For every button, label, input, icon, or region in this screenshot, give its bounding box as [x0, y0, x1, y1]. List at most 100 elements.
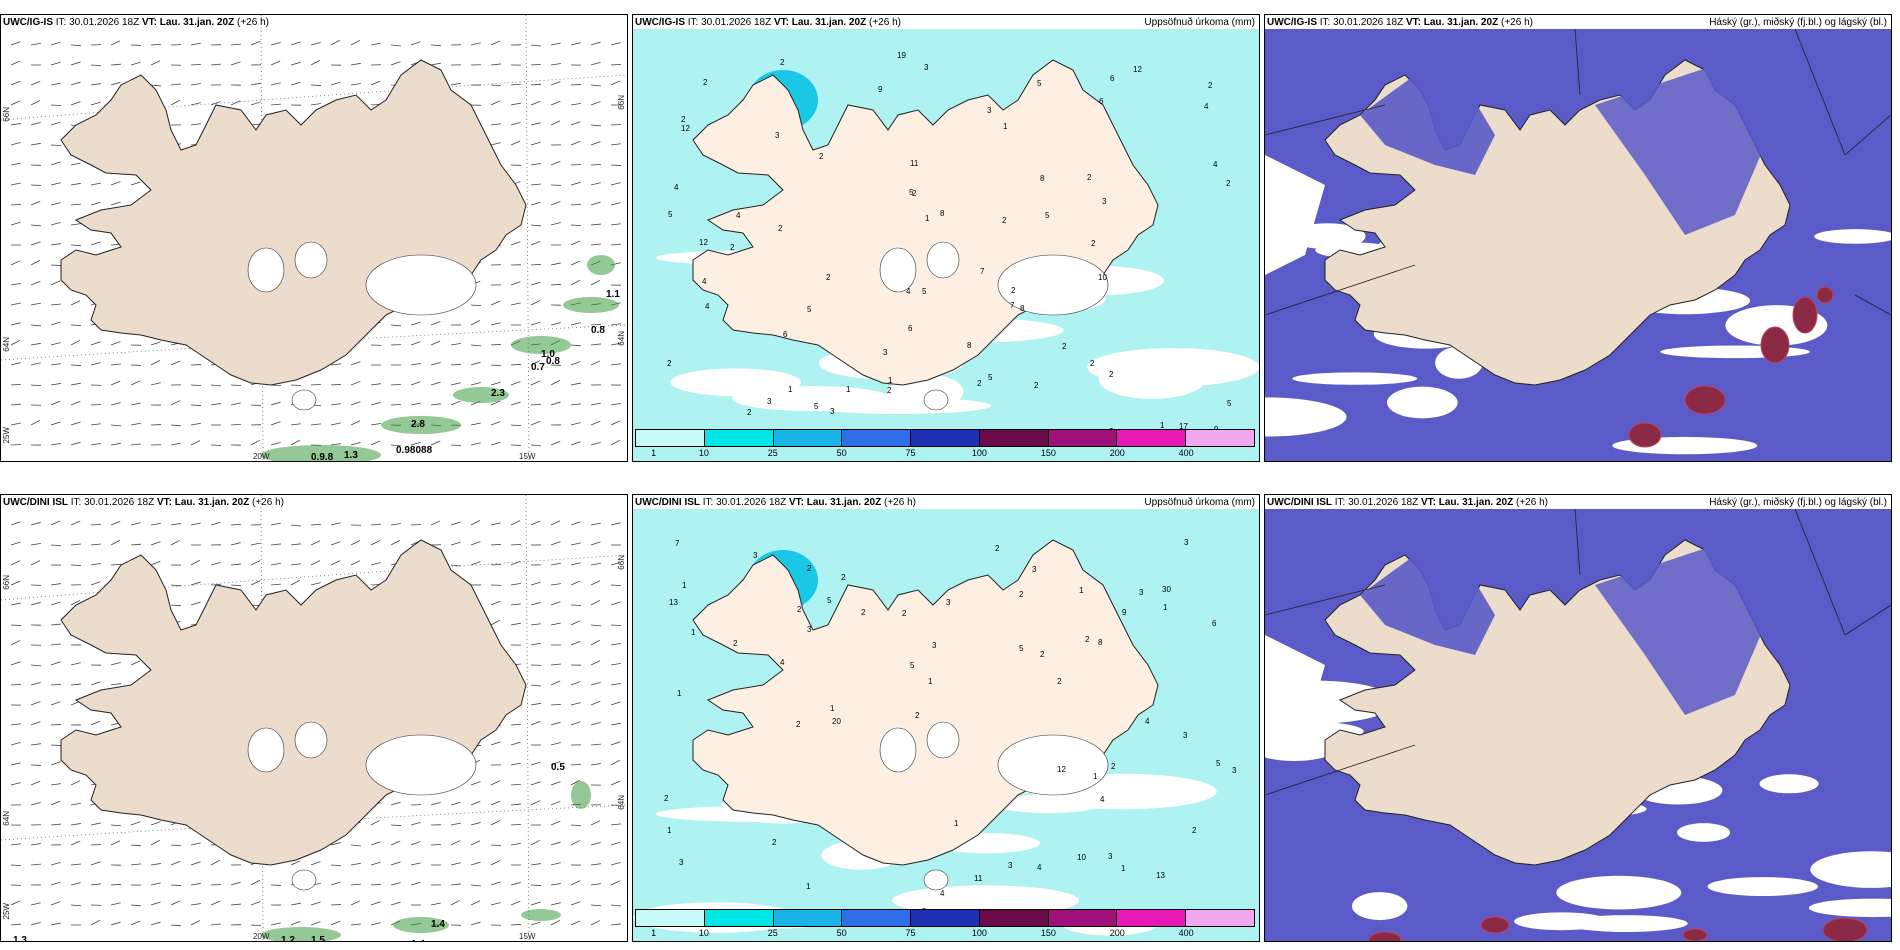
wind-barb [10, 541, 21, 546]
wind-barb [610, 522, 621, 526]
wind-barb [10, 864, 22, 867]
wind-barb [550, 781, 561, 786]
precip-value: 5 [909, 188, 914, 197]
wind-barb [270, 82, 281, 86]
clear-sky-area [1292, 372, 1418, 385]
wind-barb [610, 64, 622, 66]
wind-barb [490, 100, 501, 106]
precip-value: 2 [912, 189, 917, 198]
wind-barb [330, 920, 341, 926]
wind-barb [530, 839, 541, 846]
wind-barb [470, 884, 481, 887]
wind-barb [490, 600, 501, 606]
clear-sky-area [1759, 774, 1819, 794]
colorbar-swatch [979, 430, 1049, 446]
cloud-over-land [1595, 545, 1765, 715]
wind-barb [510, 302, 521, 306]
wind-barb [270, 583, 281, 586]
wind-barb [230, 903, 241, 906]
wind-barb [50, 661, 61, 666]
wind-barb [390, 861, 401, 866]
wind-barb [30, 281, 41, 286]
high-cloud-cell [1480, 916, 1510, 934]
wind-barb [410, 821, 421, 826]
wind-barb [450, 541, 461, 546]
wind-barb [510, 560, 521, 566]
wind-barb [550, 63, 561, 66]
wind-barb [70, 324, 82, 326]
wind-barb [230, 100, 241, 106]
wind-barb [350, 381, 361, 386]
glacier-hofsjokull [247, 727, 285, 773]
wind-barb [170, 83, 181, 86]
precip-value: 4 [1145, 717, 1150, 726]
wind-contour-bands [261, 255, 619, 461]
wind-barb [150, 84, 161, 87]
wind-barb [50, 421, 61, 426]
precip-value: 7 [675, 539, 680, 548]
wind-barb [170, 860, 181, 866]
wind-barb [570, 280, 581, 286]
wind-barb [130, 422, 141, 426]
wind-barb [330, 541, 341, 546]
wind-barb [490, 820, 501, 826]
wind-barb [50, 823, 61, 826]
graticule [1, 495, 627, 941]
wind-barb [610, 584, 622, 587]
wind-barb [50, 761, 61, 766]
precip-value: 8 [940, 209, 945, 218]
colorbar-label: 400 [1178, 928, 1194, 938]
precip-value: 2 [995, 544, 1000, 553]
wind-barb [590, 343, 601, 346]
wind-barb [590, 562, 601, 566]
wind-speed-band [381, 416, 461, 434]
wind-barb [10, 521, 21, 526]
wind-barb [510, 783, 522, 786]
wind-barb [610, 342, 621, 346]
wind-barb [10, 260, 21, 266]
wind-barb [30, 384, 42, 387]
wind-barb [130, 660, 141, 666]
precip-value: 8 [967, 341, 972, 350]
wind-barb [470, 921, 481, 926]
wind-barb [450, 400, 461, 406]
wind-barb [510, 424, 522, 427]
lat-tick-64n-left: 64N [2, 811, 11, 826]
precip-value: 6 [1212, 619, 1217, 628]
wind-speed-band [261, 445, 381, 461]
wind-barb [410, 524, 422, 526]
wind-barb [150, 821, 161, 826]
wind-barb [590, 580, 601, 586]
wind-barb [550, 761, 561, 766]
wind-barb [530, 141, 541, 146]
wind-barb [210, 521, 221, 526]
wind-barb [50, 264, 62, 266]
precip-value: 2 [1090, 359, 1095, 368]
wind-barb [370, 423, 381, 426]
wind-barb [430, 362, 441, 366]
wind-barb [550, 401, 561, 406]
precip-value: 9 [1122, 608, 1127, 617]
wind-barb [430, 440, 441, 446]
wind-barb [490, 400, 501, 406]
wind-barb [30, 701, 41, 706]
clear-sky-area [1677, 823, 1731, 842]
colorbar-swatches [635, 429, 1255, 447]
wind-barb [610, 683, 621, 686]
precip-value: 2 [733, 639, 738, 648]
high-cloud-cell [1760, 326, 1790, 364]
wind-barb [90, 563, 101, 566]
precip-value: 3 [767, 397, 772, 406]
wind-barb [490, 123, 501, 126]
wind-barb [230, 542, 241, 546]
wind-barb [510, 603, 521, 606]
wind-barb [390, 882, 401, 886]
precip-value: 4 [702, 277, 707, 286]
wind-barb [50, 161, 61, 166]
wind-barb [350, 560, 361, 566]
wind-barb [410, 402, 421, 406]
contour-value: 1.5 [311, 935, 325, 941]
wind-barb [250, 542, 261, 546]
precip-value: 2 [780, 58, 785, 67]
wind-barb [530, 623, 541, 626]
